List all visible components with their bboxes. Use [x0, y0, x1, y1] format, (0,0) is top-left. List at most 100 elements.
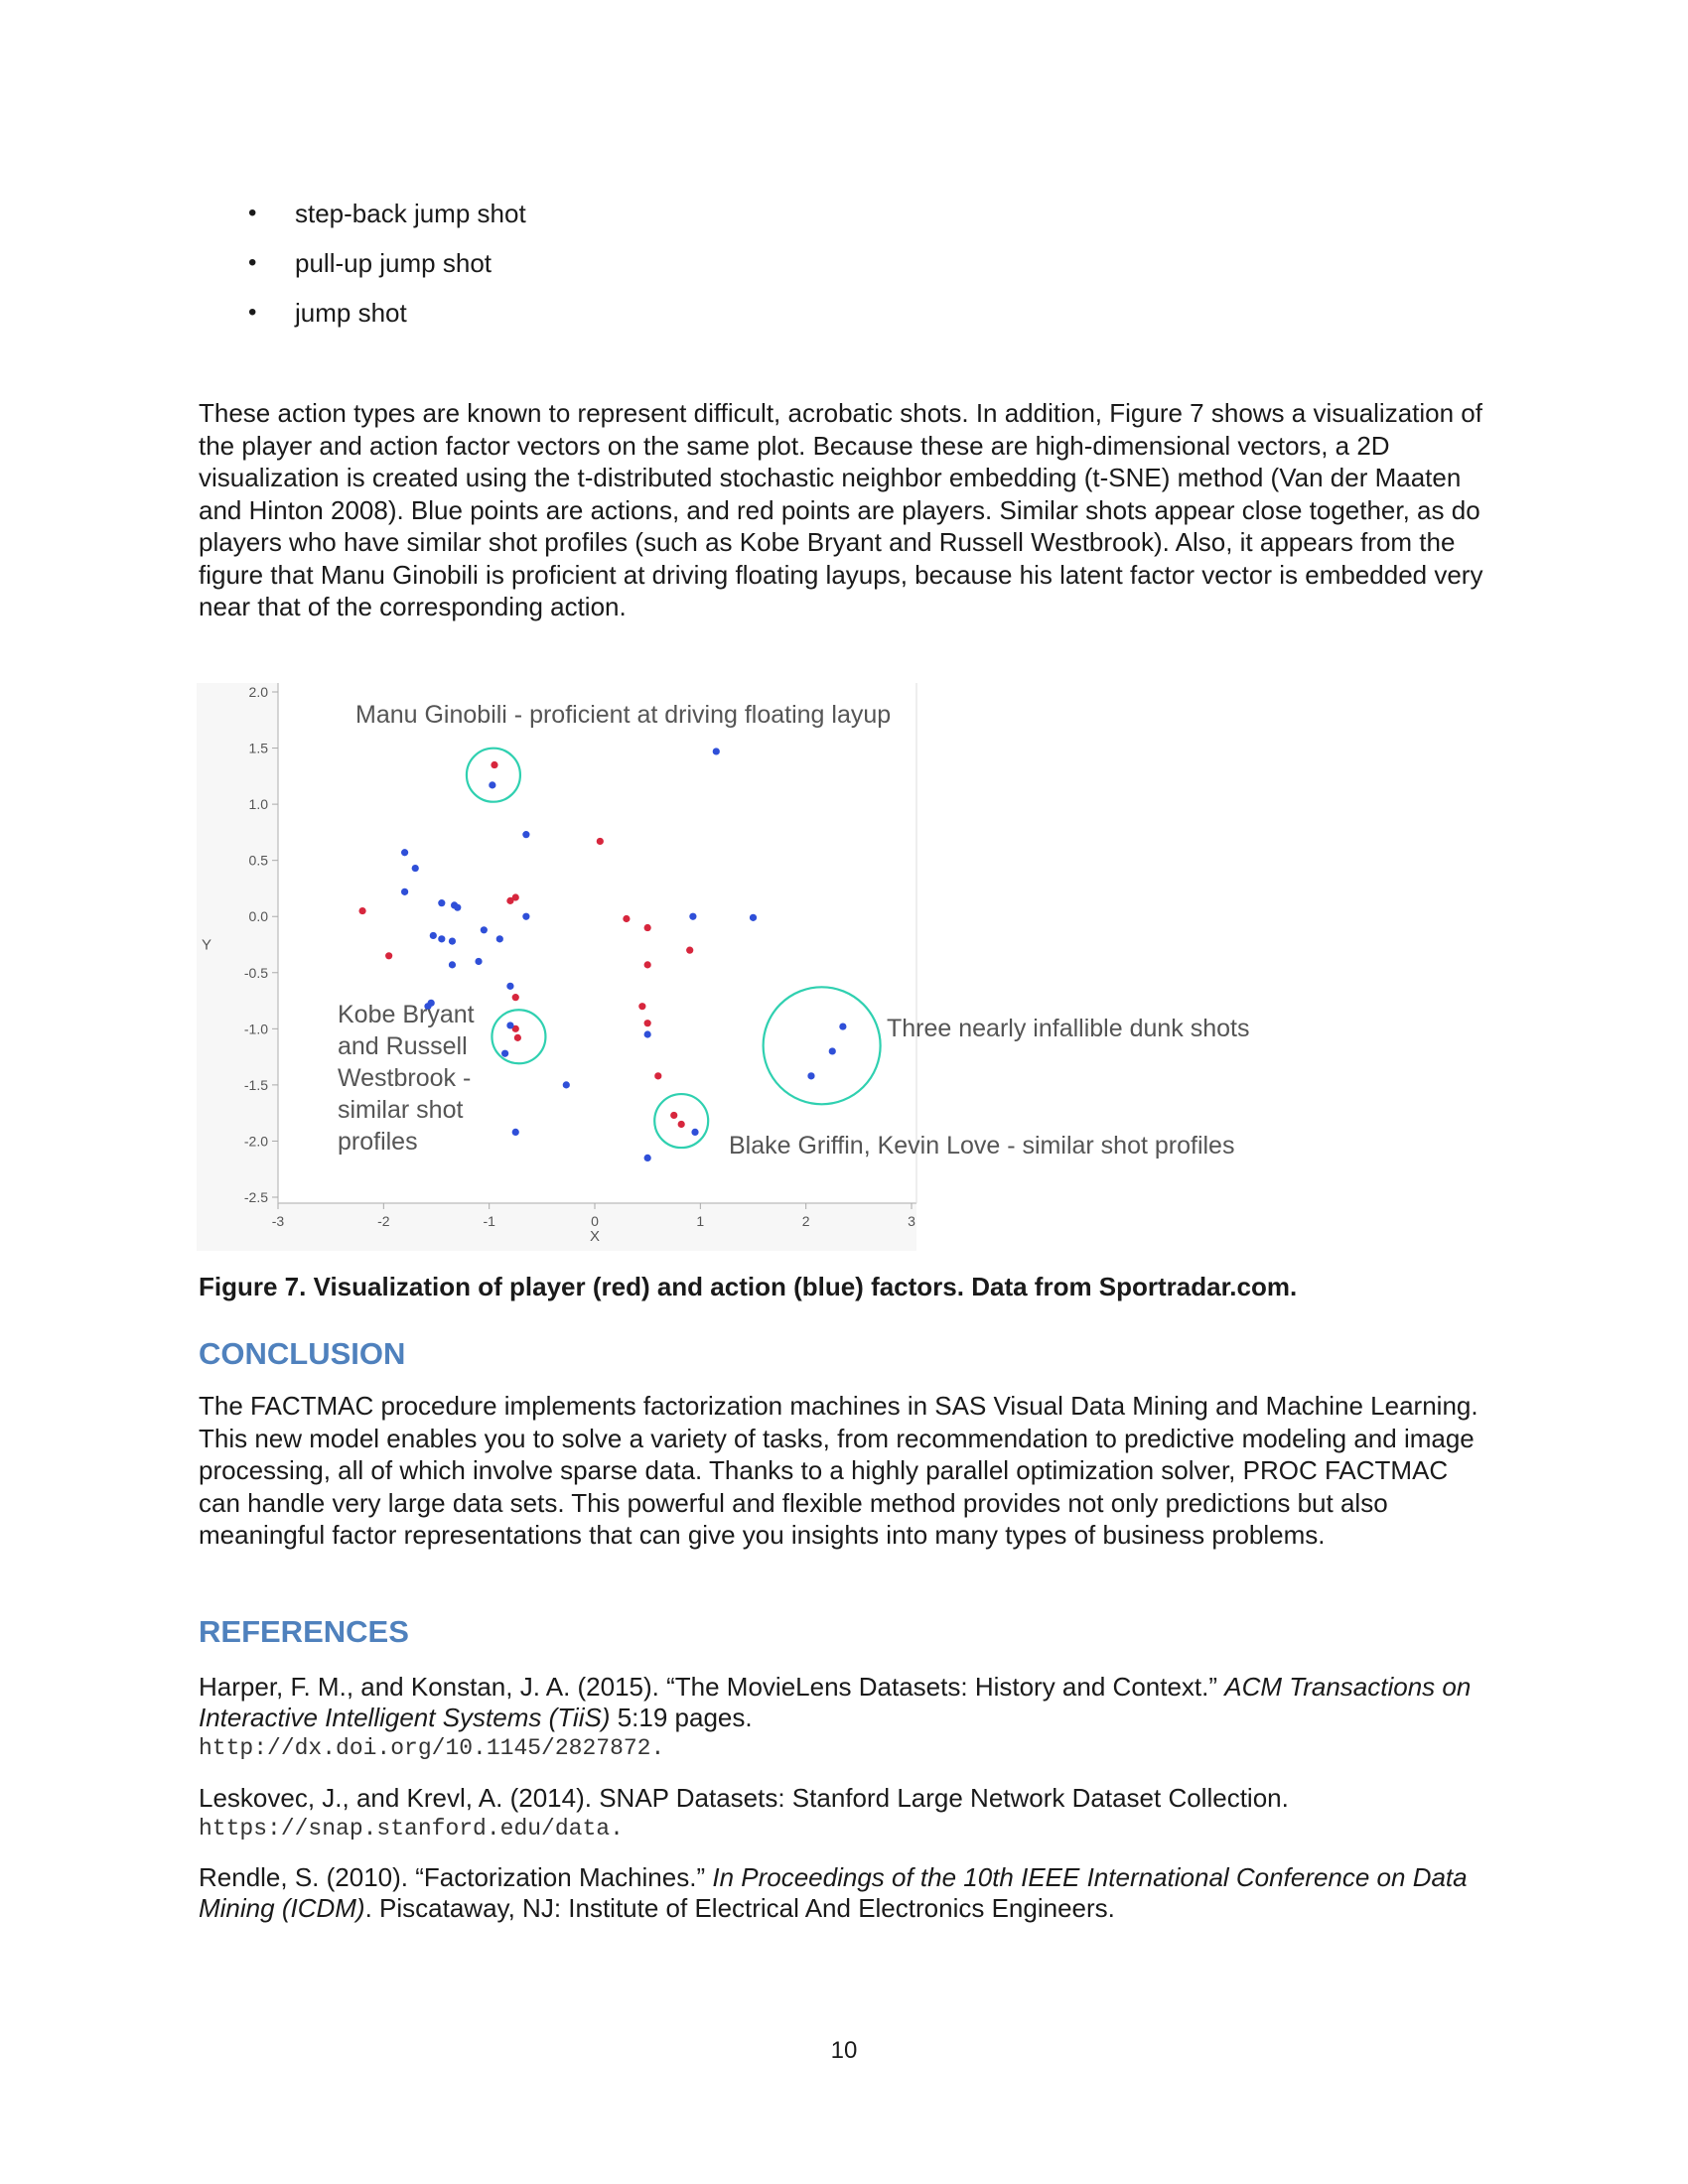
plot-area	[278, 683, 916, 1203]
highlight-circles	[465, 747, 882, 1150]
list-item: • pull-up jump shot	[243, 248, 526, 298]
axis-ticks: 2.0 1.5 1.0 0.5 0.0 -0.5 -1.0 -1.5 -2.0 -2.5-3 -2 -…	[244, 684, 915, 1229]
action-point	[562, 1081, 570, 1089]
x-tick-label: 3	[908, 1213, 915, 1229]
y-tick-label: 1.5	[249, 741, 269, 756]
player-point	[511, 1024, 519, 1032]
action-point	[749, 913, 758, 921]
action-point	[489, 781, 496, 789]
x-axis-label: X	[590, 1228, 600, 1245]
chart-annotation: profiles	[338, 1128, 418, 1156]
list-item: • jump shot	[243, 298, 526, 347]
highlight-circle	[762, 986, 882, 1106]
annotations: Manu Ginobili - proficient at driving fl…	[338, 701, 1249, 1160]
action-point	[501, 1049, 509, 1057]
player-point	[511, 994, 519, 1002]
action-point	[522, 912, 530, 920]
list-item-text: step-back jump shot	[295, 199, 526, 228]
highlight-circle	[653, 1092, 710, 1150]
shot-type-list: • step-back jump shot • pull-up jump shot …	[243, 199, 526, 347]
reference-link[interactable]: http://dx.doi.org/10.1145/2827872.	[199, 1735, 665, 1761]
chart-annotation: Westbrook -	[338, 1064, 471, 1092]
page-number: 10	[830, 2037, 858, 2064]
action-point	[712, 748, 720, 755]
action-point	[643, 1154, 651, 1162]
chart-annotation: Manu Ginobili - proficient at driving fl…	[355, 701, 891, 729]
x-tick-label: 1	[696, 1213, 704, 1229]
reference-journal: ACM Transactions on Interactive Intellig…	[199, 1672, 1472, 1732]
action-point	[438, 899, 446, 907]
action-point	[643, 1030, 651, 1038]
action-point	[495, 935, 503, 943]
action-point	[454, 903, 462, 911]
player-point	[491, 760, 498, 769]
y-tick-label: 0.5	[249, 853, 269, 869]
action-point	[475, 957, 483, 966]
tsne-scatter-chart: 2.0 1.5 1.0 0.5 0.0 -0.5 -1.0 -1.5 -2.0 -2.5-3 -2 -…	[197, 683, 1309, 1251]
figure-7: 2.0 1.5 1.0 0.5 0.0 -0.5 -1.0 -1.5 -2.0 -2.5 -3 -2 -…	[197, 683, 1309, 1251]
plot-frame	[277, 683, 917, 1204]
reference-pages: 5:19 pages.	[610, 1703, 753, 1732]
action-point	[506, 1022, 514, 1029]
reference-link[interactable]: https://snap.stanford.edu/data.	[199, 1816, 624, 1842]
action-point	[522, 831, 530, 839]
player-point	[385, 952, 393, 960]
reference-item: Rendle, S. (2010). “Factorization Machin…	[199, 1862, 1499, 1924]
highlight-circle	[491, 1009, 547, 1065]
player-point	[686, 946, 694, 954]
player-point	[677, 1120, 685, 1129]
bullet-icon: •	[248, 299, 257, 326]
player-point	[513, 1033, 521, 1041]
player-point	[643, 961, 651, 969]
player-point	[623, 914, 631, 923]
y-tick-label: 0.0	[249, 908, 269, 924]
list-item: • step-back jump shot	[243, 199, 526, 248]
player-point	[670, 1111, 678, 1120]
y-tick-label: -2.5	[244, 1189, 268, 1205]
player-point	[643, 1020, 651, 1027]
action-point	[411, 864, 419, 873]
player-point	[511, 893, 519, 901]
player-point	[596, 837, 604, 846]
reference-item: Leskovec, J., and Krevl, A. (2014). SNAP…	[199, 1783, 1499, 1844]
bullet-icon: •	[248, 200, 257, 226]
y-tick-label: -2.0	[244, 1133, 268, 1149]
highlight-circle	[465, 747, 522, 803]
action-point	[401, 849, 409, 857]
y-tick-label: -1.5	[244, 1077, 268, 1093]
intro-paragraph: These action types are known to represen…	[199, 398, 1483, 621]
action-point	[480, 926, 488, 934]
y-tick-label: -1.0	[244, 1021, 268, 1036]
action-point	[506, 982, 514, 990]
y-axis-label: Y	[202, 937, 211, 954]
x-tick-label: 0	[591, 1213, 599, 1229]
x-tick-label: -2	[377, 1213, 390, 1229]
player-point	[654, 1072, 662, 1080]
player-point	[638, 1003, 646, 1011]
bullet-icon: •	[248, 249, 257, 276]
action-point	[511, 1128, 519, 1136]
reference-text: Rendle, S. (2010). “Factorization Machin…	[199, 1862, 713, 1892]
reference-publisher: . Piscataway, NJ: Institute of Electrica…	[364, 1893, 1115, 1923]
chart-annotation: Blake Griffin, Kevin Love - similar shot…	[729, 1132, 1234, 1160]
reference-proceedings: In Proceedings of the 10th IEEE Internat…	[199, 1862, 1468, 1923]
references-heading: REFERENCES	[199, 1614, 409, 1649]
reference-text: Leskovec, J., and Krevl, A. (2014). SNAP…	[199, 1783, 1289, 1813]
conclusion-heading: CONCLUSION	[199, 1336, 406, 1371]
figure-caption: Figure 7. Visualization of player (red) …	[199, 1272, 1298, 1301]
reference-item: Harper, F. M., and Konstan, J. A. (2015)…	[199, 1672, 1499, 1764]
action-point	[839, 1023, 847, 1030]
action-point	[689, 912, 697, 920]
data-points	[358, 748, 847, 1162]
x-tick-label: 2	[802, 1213, 810, 1229]
y-tick-label: 2.0	[249, 684, 269, 700]
chart-annotation: and Russell	[338, 1032, 468, 1060]
action-point	[429, 931, 437, 940]
chart-annotation: Kobe Bryant	[338, 1001, 475, 1028]
chart-annotation: similar shot	[338, 1096, 463, 1124]
action-point	[424, 1003, 432, 1011]
list-item-text: pull-up jump shot	[295, 248, 492, 278]
action-point	[828, 1047, 836, 1055]
y-tick-label: 1.0	[249, 796, 269, 812]
